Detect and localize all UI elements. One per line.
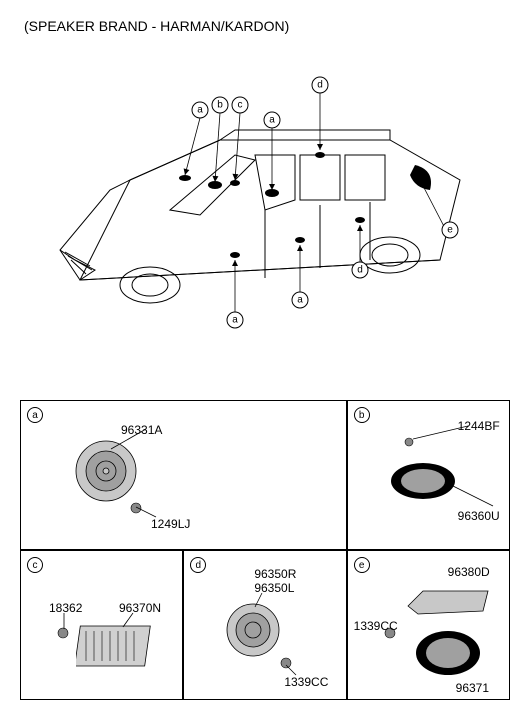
cell-e: e 96380D 1339CC 96371 bbox=[347, 550, 510, 700]
svg-text:a: a bbox=[297, 295, 303, 306]
label-96360u: 96360U bbox=[458, 509, 500, 523]
label-1339cc-e: 1339CC bbox=[354, 619, 398, 633]
cell-c: c 18362 96370N bbox=[20, 550, 183, 700]
cell-label-a: a bbox=[27, 407, 43, 423]
svg-text:a: a bbox=[269, 115, 275, 126]
leader-18362 bbox=[59, 611, 69, 631]
vehicle-diagram: a b c a d d a a e bbox=[20, 60, 510, 360]
leader-1339cc-d bbox=[284, 663, 299, 678]
leader-96350 bbox=[252, 591, 267, 609]
label-96331a: 96331A bbox=[121, 423, 162, 437]
leader-96360u bbox=[448, 481, 498, 511]
speaker-96350 bbox=[224, 601, 282, 659]
label-1249lj: 1249LJ bbox=[151, 517, 190, 531]
svg-text:a: a bbox=[232, 315, 238, 326]
amp-96370n bbox=[76, 621, 161, 676]
svg-text:b: b bbox=[217, 100, 223, 111]
subwoofer-96371 bbox=[413, 626, 483, 681]
cell-label-b: b bbox=[354, 407, 370, 423]
parts-grid: a 96331A 1249LJ b 1244BF 96360U c bbox=[20, 400, 510, 700]
leader-96370n bbox=[121, 611, 136, 629]
leader-1249lj bbox=[131, 499, 161, 519]
cell-label-d: d bbox=[190, 557, 206, 573]
label-96380d: 96380D bbox=[448, 565, 490, 579]
svg-text:d: d bbox=[357, 265, 363, 276]
svg-text:d: d bbox=[317, 80, 323, 91]
diagram-title: (SPEAKER BRAND - HARMAN/KARDON) bbox=[24, 18, 289, 34]
cell-label-c: c bbox=[27, 557, 43, 573]
cell-label-e: e bbox=[354, 557, 370, 573]
svg-text:a: a bbox=[197, 105, 203, 116]
cell-d: d 96350R 96350L 1339CC bbox=[183, 550, 346, 700]
cell-b: b 1244BF 96360U bbox=[347, 400, 510, 550]
label-96350r: 96350R bbox=[254, 567, 296, 581]
label-96371: 96371 bbox=[456, 681, 489, 695]
cell-a: a 96331A 1249LJ bbox=[20, 400, 347, 550]
speaker-96380d bbox=[403, 586, 493, 621]
svg-text:e: e bbox=[447, 225, 453, 236]
label-1244bf: 1244BF bbox=[458, 419, 500, 433]
svg-text:c: c bbox=[238, 100, 243, 111]
